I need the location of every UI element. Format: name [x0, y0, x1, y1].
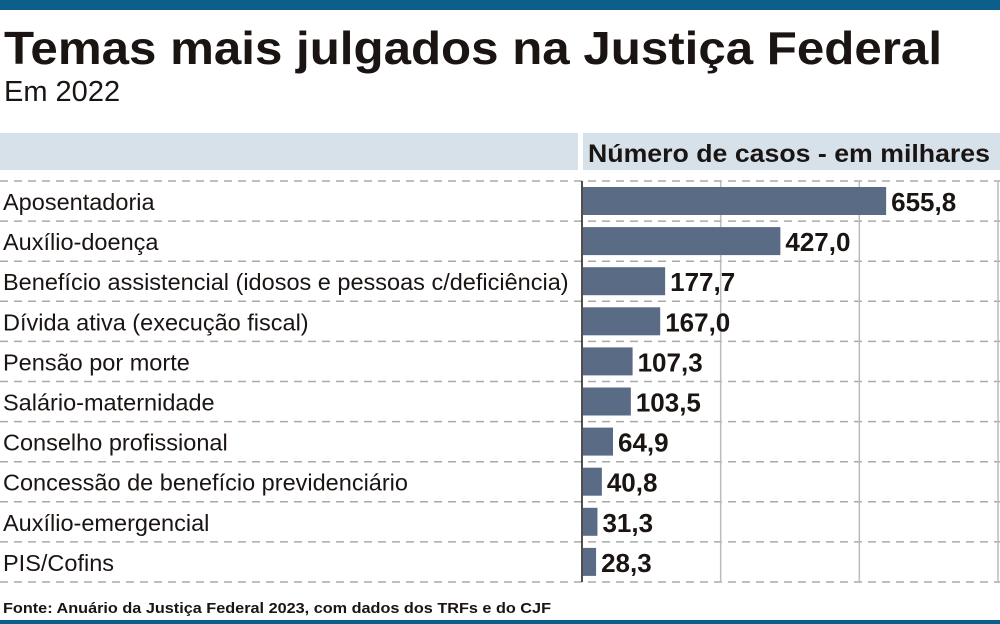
category-label: Auxílio-doença — [3, 229, 159, 255]
bar — [583, 187, 887, 215]
value-label: 31,3 — [602, 508, 653, 538]
category-label: Conselho profissional — [3, 430, 228, 456]
bar — [583, 347, 633, 376]
bar — [583, 547, 597, 576]
value-label: 103,5 — [636, 388, 701, 418]
top-accent-bar — [0, 0, 1000, 10]
chart-subtitle: Em 2022 — [4, 76, 120, 108]
category-label: Concessão de benefício previdenciário — [3, 470, 408, 496]
bar — [583, 467, 602, 496]
value-label: 177,7 — [670, 267, 735, 297]
source-note: Fonte: Anuário da Justiça Federal 2023, … — [3, 600, 551, 617]
header-band-left — [0, 133, 578, 170]
chart-title: Temas mais julgados na Justiça Federal — [4, 22, 942, 74]
bar — [583, 387, 631, 416]
value-label: 64,9 — [618, 428, 669, 458]
category-label: Aposentadoria — [3, 189, 155, 215]
header-band-right — [583, 133, 1000, 170]
value-label: 107,3 — [638, 347, 703, 377]
category-label: PIS/Cofins — [3, 550, 114, 576]
bar — [583, 307, 661, 336]
value-label: 167,0 — [665, 307, 730, 337]
value-label: 427,0 — [785, 227, 850, 257]
value-label: 40,8 — [607, 468, 658, 498]
bar — [583, 227, 781, 256]
category-label: Pensão por morte — [3, 349, 190, 375]
bottom-accent-bar — [0, 620, 1000, 624]
category-label: Dívida ativa (execução fiscal) — [3, 309, 309, 335]
value-label: 655,8 — [891, 187, 956, 217]
bar — [583, 267, 666, 296]
value-label: 28,3 — [601, 548, 652, 578]
category-label: Salário-maternidade — [3, 390, 215, 416]
bar — [583, 507, 598, 536]
value-header: Número de casos - em milhares — [588, 140, 990, 168]
category-label: Auxílio-emergencial — [3, 510, 209, 536]
bar — [583, 427, 613, 456]
category-label: Benefício assistencial (idosos e pessoas… — [3, 269, 569, 295]
